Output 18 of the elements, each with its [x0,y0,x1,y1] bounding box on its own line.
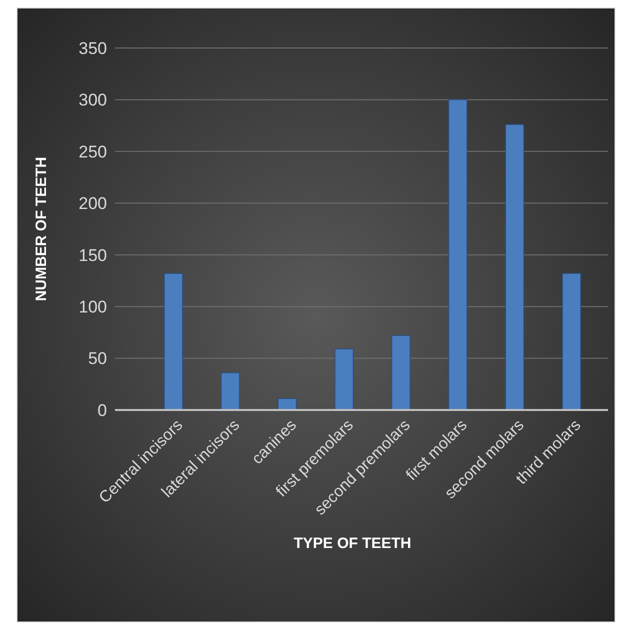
bar [391,335,410,410]
y-tick-label: 150 [78,246,107,265]
bar [505,124,524,410]
y-tick-label: 200 [78,194,107,214]
y-axis-title: NUMBER OF TEETH [33,156,50,302]
bar [334,348,354,410]
bar [220,372,240,410]
y-tick-label: 0 [98,400,107,420]
bar [562,273,582,410]
y-tick-label: 50 [88,349,107,368]
y-tick-label: 300 [78,90,107,110]
bar [448,99,468,410]
x-axis-title: TYPE OF TEETH [294,535,412,552]
bar [278,398,297,410]
y-tick-label: 100 [78,298,107,317]
y-tick-label: 350 [78,38,107,58]
y-tick-label: 250 [78,142,107,162]
bar [164,273,183,410]
